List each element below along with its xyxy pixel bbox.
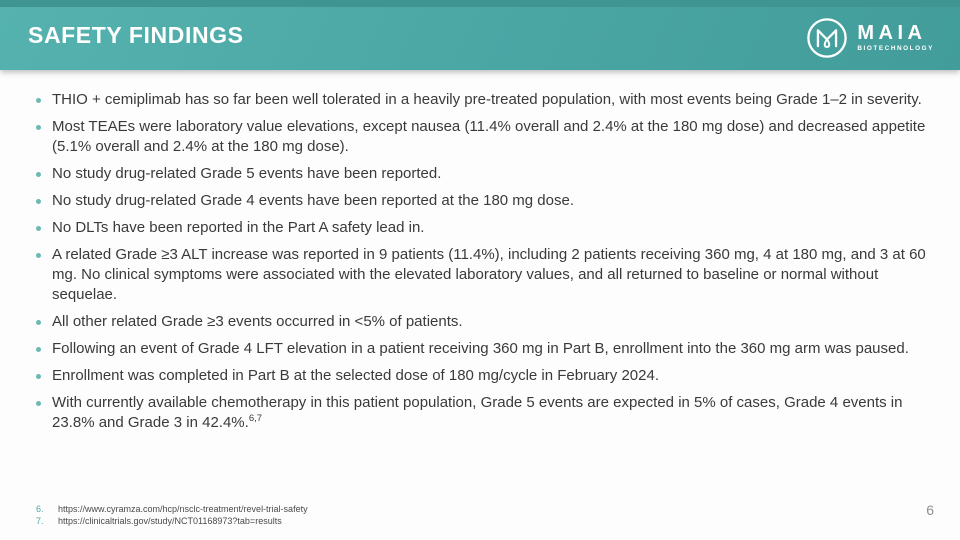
bullet-text-body: No DLTs have been reported in the Part A… [52,219,425,236]
bullet-text: A related Grade ≥3 ALT increase was repo… [52,245,932,305]
bullet-text-body: A related Grade ≥3 ALT increase was repo… [52,246,926,303]
slide-header: SAFETY FINDINGS MAIA BIOTECHNOLOGY [0,0,960,70]
bullet-text: No DLTs have been reported in the Part A… [52,218,424,238]
footnote-url: https://clinicaltrials.gov/study/NCT0116… [58,516,282,526]
bullet-text-body: With currently available chemotherapy in… [52,394,903,431]
bullet-list: THIO + cemiplimab has so far been well t… [36,90,932,433]
bullet-text: All other related Grade ≥3 events occurr… [52,312,463,332]
footnote-url: https://www.cyramza.com/hcp/nsclc-treatm… [58,504,308,514]
bullet-icon [36,401,41,406]
bullet-icon [36,226,41,231]
bullet-item: No DLTs have been reported in the Part A… [36,218,932,238]
bullet-icon [36,98,41,103]
footnote-list: 6. https://www.cyramza.com/hcp/nsclc-tre… [36,503,308,527]
footnote: 7. https://clinicaltrials.gov/study/NCT0… [36,515,308,527]
footnote-number: 6. [36,504,44,514]
bullet-text-body: Following an event of Grade 4 LFT elevat… [52,340,909,357]
bullet-icon [36,320,41,325]
bullet-text-body: THIO + cemiplimab has so far been well t… [52,91,922,108]
bullet-icon [36,347,41,352]
bullet-icon [36,172,41,177]
slide-content: THIO + cemiplimab has so far been well t… [36,70,932,440]
bullet-item: Most TEAEs were laboratory value elevati… [36,117,932,157]
header-top-strip [0,0,960,7]
bullet-icon [36,253,41,258]
logo-subtitle: BIOTECHNOLOGY [857,45,934,53]
bullet-item: Following an event of Grade 4 LFT elevat… [36,339,932,359]
maia-logo-icon [806,17,848,59]
bullet-text: THIO + cemiplimab has so far been well t… [52,90,922,110]
page-title: SAFETY FINDINGS [28,22,244,48]
bullet-icon [36,125,41,130]
bullet-text-body: No study drug-related Grade 4 events hav… [52,192,574,209]
footnote-number: 7. [36,516,44,526]
citation-superscript: 6,7 [248,413,263,424]
bullet-icon [36,199,41,204]
page-number: 6 [926,502,934,518]
bullet-item: A related Grade ≥3 ALT increase was repo… [36,245,932,305]
bullet-item: THIO + cemiplimab has so far been well t… [36,90,932,110]
footnote: 6. https://www.cyramza.com/hcp/nsclc-tre… [36,503,308,515]
bullet-text-body: Enrollment was completed in Part B at th… [52,367,659,384]
bullet-text: Following an event of Grade 4 LFT elevat… [52,339,909,359]
bullet-text: Enrollment was completed in Part B at th… [52,366,659,386]
bullet-text-body: No study drug-related Grade 5 events hav… [52,165,442,182]
bullet-text: With currently available chemotherapy in… [52,393,932,433]
bullet-text-body: Most TEAEs were laboratory value elevati… [52,118,926,155]
bullet-item: Enrollment was completed in Part B at th… [36,366,932,386]
bullet-text-body: All other related Grade ≥3 events occurr… [52,313,463,330]
bullet-text: Most TEAEs were laboratory value elevati… [52,117,932,157]
bullet-icon [36,374,41,379]
maia-logo: MAIA BIOTECHNOLOGY [806,17,934,59]
bullet-item: With currently available chemotherapy in… [36,393,932,433]
bullet-item: No study drug-related Grade 5 events hav… [36,164,932,184]
logo-text: MAIA BIOTECHNOLOGY [857,23,934,52]
bullet-text: No study drug-related Grade 4 events hav… [52,191,574,211]
bullet-text: No study drug-related Grade 5 events hav… [52,164,441,184]
bullet-item: All other related Grade ≥3 events occurr… [36,312,932,332]
bullet-item: No study drug-related Grade 4 events hav… [36,191,932,211]
logo-name: MAIA [857,22,927,45]
